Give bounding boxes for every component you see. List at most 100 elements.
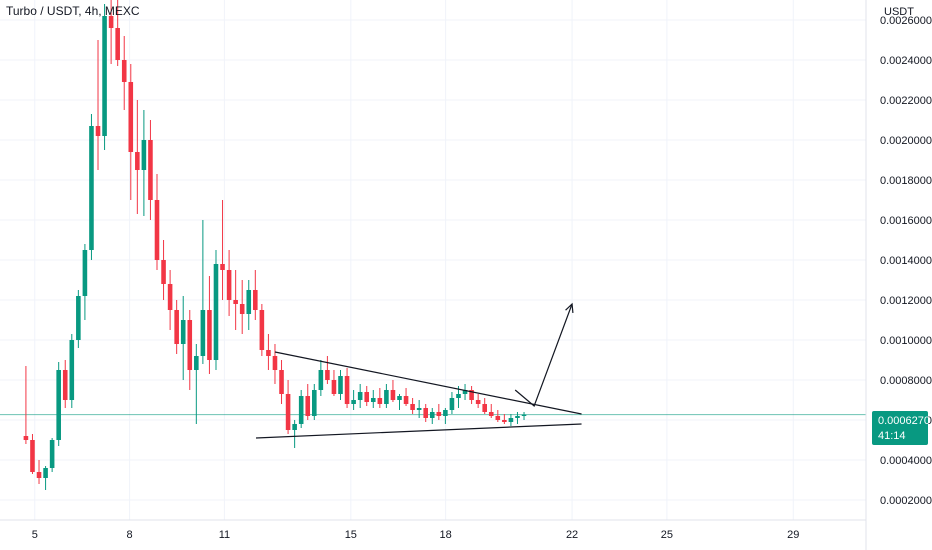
candle-body <box>521 414 527 416</box>
candle-body <box>482 404 487 412</box>
candle-body <box>429 412 435 418</box>
candle-body <box>370 398 376 402</box>
candle-body <box>502 420 507 422</box>
current-price-tag: 0.0006270 41:14 <box>872 411 930 445</box>
candle-body <box>76 296 81 340</box>
candle-body <box>121 60 127 82</box>
candle-body <box>69 340 75 400</box>
x-tick-label: 29 <box>787 529 799 541</box>
price-axis-unit: USDT <box>884 6 914 18</box>
candle-body <box>115 28 120 60</box>
candle-body <box>443 410 448 416</box>
candle-body <box>213 264 219 360</box>
candle-body <box>226 270 232 300</box>
candle-body <box>344 376 350 404</box>
y-tick-label: 0.0026000 <box>880 15 932 27</box>
candle-body <box>102 16 107 136</box>
candle-body <box>187 320 193 370</box>
candle-body <box>312 390 317 416</box>
x-tick-label: 5 <box>32 529 38 541</box>
triangle-lower-trendline[interactable] <box>255 423 582 439</box>
candle-body <box>194 356 199 370</box>
candle-body <box>285 394 291 430</box>
candle-body <box>508 418 514 422</box>
candle-body <box>141 140 147 170</box>
x-tick-label: 8 <box>127 529 133 541</box>
candle-body <box>266 350 271 356</box>
candle-body <box>180 320 186 344</box>
y-tick-label: 0.0012000 <box>880 295 932 307</box>
candle-body <box>95 126 101 136</box>
candle-body <box>56 370 61 440</box>
candle-body <box>154 200 160 260</box>
candle-body <box>436 412 442 416</box>
candle-body <box>351 400 356 404</box>
projection-arrow-head <box>565 302 574 314</box>
candle-body <box>475 400 481 404</box>
y-tick-label: 0.0018000 <box>880 175 932 187</box>
candle-body <box>148 140 153 200</box>
candle-body <box>292 424 297 430</box>
y-tick-label: 0.0020000 <box>880 135 932 147</box>
candle-body <box>200 310 206 356</box>
projection-arrow-path[interactable] <box>514 303 573 408</box>
x-tick-label: 22 <box>566 529 578 541</box>
candle-body <box>259 310 265 350</box>
candle-body <box>23 436 29 440</box>
x-tick-label: 11 <box>219 529 230 541</box>
candle-body <box>49 440 55 468</box>
x-tick-label: 18 <box>440 529 452 541</box>
candle-body <box>246 290 252 314</box>
candle-body <box>364 392 370 402</box>
candles <box>23 0 527 490</box>
candle-body <box>253 290 258 310</box>
candle-body <box>82 250 88 296</box>
y-tick-label: 0.0010000 <box>880 335 932 347</box>
candle-body <box>384 390 389 404</box>
candle-body <box>416 408 422 410</box>
candle-body <box>279 370 284 394</box>
candle-body <box>377 398 383 404</box>
time-axis[interactable]: 5 8 11 15 18 22 25 29 <box>0 519 866 541</box>
candle-body <box>305 396 311 416</box>
candle-body <box>239 304 245 314</box>
candle-body <box>488 412 494 416</box>
candle-body <box>135 152 140 170</box>
candle-body <box>220 264 225 270</box>
candle-body <box>161 260 166 284</box>
candle-body <box>30 440 35 472</box>
candle-body <box>357 392 363 400</box>
candle-body <box>233 300 238 304</box>
candle-body <box>456 394 461 398</box>
candle-body <box>410 404 415 410</box>
chart-grid <box>0 0 866 520</box>
y-tick-label: 0.0014000 <box>880 255 932 267</box>
candle-body <box>167 284 173 310</box>
x-tick-label: 25 <box>661 529 673 541</box>
candle-body <box>495 416 501 420</box>
candle-body <box>174 310 179 344</box>
bar-countdown: 41:14 <box>878 430 906 442</box>
candle-body <box>325 370 330 380</box>
candle-body <box>469 390 474 400</box>
candle-body <box>207 310 212 360</box>
candle-body <box>36 472 42 478</box>
trendline-drawings[interactable] <box>255 302 582 439</box>
price-axis[interactable]: 0.00020000.00040000.00060000.00080000.00… <box>865 0 932 550</box>
candle-body <box>272 356 278 370</box>
candle-body <box>43 468 48 478</box>
y-tick-label: 0.0024000 <box>880 55 932 67</box>
candle-body <box>515 416 520 418</box>
y-tick-label: 0.0016000 <box>880 215 932 227</box>
candle-body <box>62 370 68 400</box>
candle-body <box>89 126 94 250</box>
current-price-value: 0.0006270 <box>878 415 930 427</box>
candle-body <box>397 396 402 400</box>
candle-body <box>449 398 455 410</box>
y-tick-label: 0.0022000 <box>880 95 932 107</box>
candle-body <box>338 376 343 394</box>
candle-body <box>462 390 468 394</box>
x-tick-label: 15 <box>345 529 357 541</box>
candle-body <box>108 16 114 28</box>
